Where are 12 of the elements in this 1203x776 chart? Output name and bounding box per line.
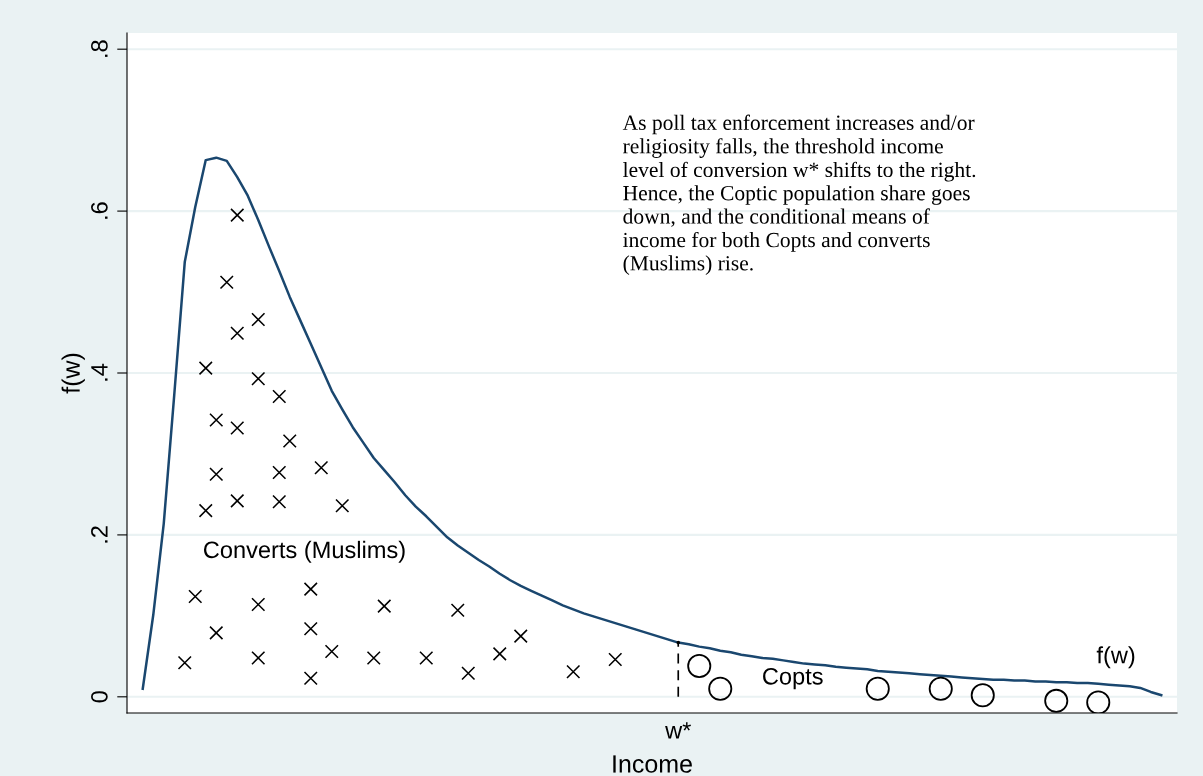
annotation: As poll tax enforcement increases and/or religiosity falls, the threshold income level of conversion w* shifts to the right. Hence, the Coptic population share goes down, and the conditional means of income for both Copts and converts (Muslims) rise.	[622, 114, 976, 275]
y-tick-label: .4	[91, 363, 108, 381]
annotation: f(w)	[1096, 646, 1135, 669]
y-tick-label: .8	[91, 40, 108, 57]
annotation: Copts	[763, 667, 823, 690]
y-tick-label: .2	[91, 526, 108, 543]
y-tick-label: .6	[91, 202, 108, 219]
x-axis-title: Income	[613, 755, 692, 773]
y-tick-label: 0	[91, 691, 108, 703]
annotation: Converts (Muslims)	[203, 540, 405, 563]
y-axis-title: f(w)	[61, 353, 85, 394]
x-tick-label: w*	[665, 722, 691, 739]
